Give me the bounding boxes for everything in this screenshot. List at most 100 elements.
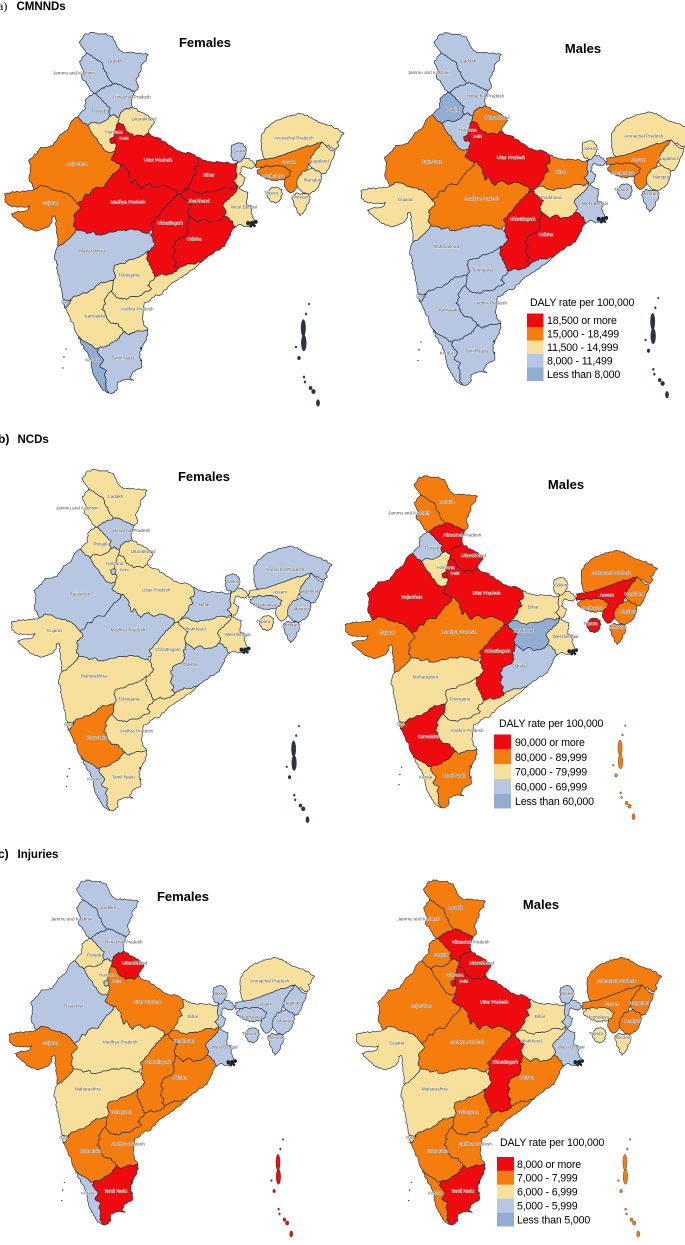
svg-text:90,000 or more: 90,000 or more [515,737,585,749]
svg-text:Mizoram: Mizoram [292,195,310,200]
svg-text:Maharashtra: Maharashtra [81,674,107,679]
svg-text:Telangana: Telangana [457,1109,479,1114]
svg-text:Ladakh: Ladakh [108,494,124,499]
svg-text:Uttar Pradesh: Uttar Pradesh [472,591,501,596]
svg-text:Haryana: Haryana [99,973,117,978]
svg-text:Haryana: Haryana [437,565,455,570]
svg-text:Kerala: Kerala [87,777,101,782]
svg-text:Tripura: Tripura [242,1031,257,1036]
svg-text:Himachal Pradesh: Himachal Pradesh [105,939,143,944]
svg-text:Males: Males [565,41,601,56]
svg-text:8,000 - 11,499: 8,000 - 11,499 [547,356,613,368]
svg-text:Odisha: Odisha [172,1075,187,1080]
svg-text:Gujarat: Gujarat [42,201,58,206]
svg-text:Less than 5,000: Less than 5,000 [517,1214,590,1226]
svg-text:Karnataka: Karnataka [85,314,106,319]
svg-text:Telangana: Telangana [449,697,471,702]
svg-text:Uttar Pradesh: Uttar Pradesh [133,1000,162,1005]
svg-text:Himachal Pradesh: Himachal Pradesh [444,533,482,538]
svg-text:Nagaland: Nagaland [282,1000,302,1005]
svg-text:Nagaland: Nagaland [629,1000,649,1005]
svg-text:Gujarat: Gujarat [42,1041,58,1046]
svg-text:Jammu and Kashmir: Jammu and Kashmir [388,511,431,516]
svg-text:Tripura: Tripura [256,619,271,624]
svg-text:Jammu and Kashmir: Jammu and Kashmir [51,916,94,921]
svg-text:Males: Males [548,477,584,492]
svg-text:Tamil Nadu: Tamil Nadu [451,1189,474,1194]
svg-text:Injuries: Injuries [18,849,59,861]
svg-text:Madhya Pradesh: Madhya Pradesh [111,627,146,632]
svg-text:Jharkhand: Jharkhand [540,195,562,200]
svg-text:60,000 - 69,999: 60,000 - 69,999 [515,781,587,793]
svg-text:Goa: Goa [59,1135,68,1140]
svg-text:DALY rate per 100,000: DALY rate per 100,000 [500,1137,604,1149]
svg-text:Tripura: Tripura [589,1031,604,1036]
svg-text:Sikkim: Sikkim [227,579,241,584]
svg-text:Delhi: Delhi [451,571,460,575]
svg-text:Arunachal Pradesh: Arunachal Pradesh [250,978,290,983]
svg-text:Nagaland: Nagaland [309,159,329,164]
svg-text:Delhi: Delhi [120,137,129,141]
svg-text:6,000 - 6,999: 6,000 - 6,999 [517,1187,578,1199]
svg-text:Jharkhand: Jharkhand [188,199,210,204]
svg-text:Chhattisgarh: Chhattisgarh [492,1060,518,1065]
svg-text:Punjab: Punjab [92,109,107,114]
svg-text:Ladakh: Ladakh [439,500,455,505]
svg-text:Uttar Pradesh: Uttar Pradesh [497,155,526,160]
svg-text:a): a) [0,0,7,13]
svg-text:Maharashtra: Maharashtra [75,1086,101,1091]
svg-text:Sikkim: Sikkim [214,991,228,996]
svg-text:Goa: Goa [61,300,70,305]
svg-text:Arunachal Pradesh: Arunachal Pradesh [265,567,305,572]
svg-text:Kerala: Kerala [81,1191,95,1196]
svg-text:Maharashtra: Maharashtra [413,674,439,679]
svg-text:Bihar: Bihar [535,1014,546,1019]
svg-text:Chhattisgarh: Chhattisgarh [157,221,183,226]
svg-text:West Bengal: West Bengal [553,634,579,639]
svg-text:Goa: Goa [64,722,73,727]
svg-text:Meghalaya: Meghalaya [239,1015,262,1020]
svg-text:Sikkim: Sikkim [233,149,247,154]
svg-text:Males: Males [523,897,559,912]
svg-text:Mizoram: Mizoram [614,1035,632,1040]
svg-text:Bihar: Bihar [188,1014,199,1019]
svg-text:Delhi: Delhi [459,979,468,983]
svg-text:Tripura: Tripura [614,187,629,192]
svg-text:Punjab: Punjab [425,546,440,551]
svg-text:Nagaland: Nagaland [658,156,678,161]
svg-text:Telangana: Telangana [472,267,494,272]
svg-text:Maharashtra: Maharashtra [433,244,459,249]
svg-text:Punjab: Punjab [446,107,461,112]
svg-text:Kerala: Kerala [428,1191,442,1196]
svg-text:CMNNDs: CMNNDs [17,1,66,13]
svg-text:Andhra Pradesh: Andhra Pradesh [450,728,484,733]
svg-text:Tamil Nadu: Tamil Nadu [112,356,135,361]
svg-text:Mizoram: Mizoram [267,1035,285,1040]
svg-text:DALY rate per 100,000: DALY rate per 100,000 [499,718,603,730]
svg-text:Assam: Assam [282,160,296,165]
svg-text:Chhattisgarh: Chhattisgarh [509,217,535,222]
svg-text:Delhi: Delhi [473,135,482,139]
svg-text:Meghalaya: Meghalaya [254,603,277,608]
svg-text:Goa: Goa [396,721,405,726]
svg-text:Delhi: Delhi [112,979,121,983]
svg-text:Madhya Pradesh: Madhya Pradesh [103,1040,138,1045]
svg-text:Chhattisgarh: Chhattisgarh [155,647,181,652]
svg-text:Bihar: Bihar [528,605,539,610]
svg-text:Meghalaya: Meghalaya [586,1015,609,1020]
svg-text:8,000 or more: 8,000 or more [517,1159,581,1171]
svg-text:Kerala: Kerala [85,358,99,363]
svg-text:Odisha: Odisha [539,232,554,237]
svg-text:Tamil Nadu: Tamil Nadu [104,1189,127,1194]
svg-text:Less than 8,000: Less than 8,000 [547,369,620,381]
svg-text:Karnataka: Karnataka [86,735,107,740]
svg-text:Odisha: Odisha [187,237,202,242]
svg-text:West Bengal: West Bengal [559,1044,585,1049]
svg-text:Nagaland: Nagaland [299,589,319,594]
svg-text:Mizoram: Mizoram [283,623,301,628]
svg-text:Karnataka: Karnataka [418,734,439,739]
svg-text:Females: Females [179,35,231,50]
svg-text:Rajasthan: Rajasthan [67,162,88,167]
svg-text:Andhra Pradesh: Andhra Pradesh [120,307,154,312]
svg-text:Ladakh: Ladakh [101,905,117,910]
